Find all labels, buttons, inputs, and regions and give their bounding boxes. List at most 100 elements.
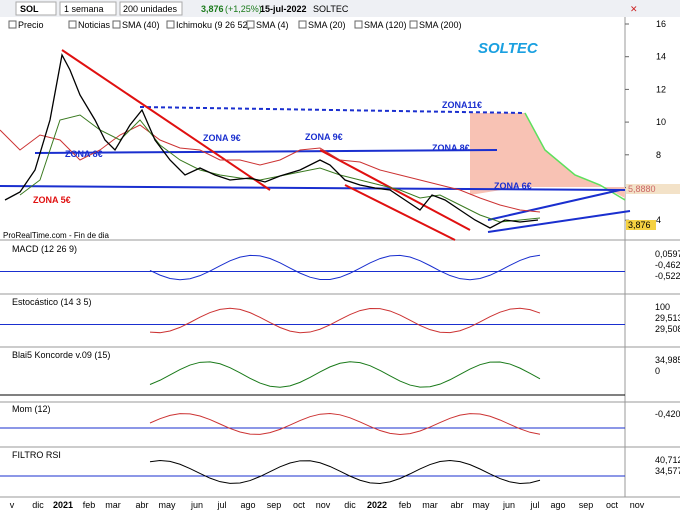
- price: 3,876: [201, 4, 224, 14]
- toggle-label[interactable]: SMA (200): [419, 20, 462, 30]
- panel-label: FILTRO RSI: [12, 450, 61, 460]
- x-tick-label: abr: [135, 500, 148, 510]
- close-icon[interactable]: ✕: [630, 4, 638, 14]
- annotations: ZONA 5€ ZONA 8€ ZONA 9€ ZONA 9€ ZONA 8€ ZONA1…: [33, 100, 532, 205]
- toggle-checkbox[interactable]: [68, 20, 77, 29]
- price-line: [4, 53, 539, 229]
- period-box[interactable]: [59, 1, 117, 16]
- x-tick-label: 2021: [53, 500, 73, 510]
- x-tick-label: sep: [267, 500, 282, 510]
- toggle-checkbox[interactable]: [354, 20, 363, 29]
- symbol[interactable]: SOL: [20, 4, 39, 14]
- instrument-name: SOLTEC: [313, 4, 349, 14]
- x-tick-label: may: [158, 500, 176, 510]
- toggle-checkbox[interactable]: [166, 20, 175, 29]
- indicator-line: [149, 307, 541, 334]
- toggle-label[interactable]: Ichimoku (9 26 52): [176, 20, 251, 30]
- x-axis: v dic 2021 feb mar abr may jun jul ago sep oct nov di…: [10, 500, 645, 510]
- x-tick-label: abr: [450, 500, 463, 510]
- price-tag-label: 5,8880: [628, 184, 656, 194]
- zone-label: ZONA 5€: [33, 195, 71, 205]
- channel-line: [487, 189, 621, 221]
- x-tick-label: dic: [344, 500, 356, 510]
- panel-tag: 34,985: [655, 355, 680, 365]
- toggle-checkbox[interactable]: [8, 20, 17, 29]
- toggle-label[interactable]: SMA (4): [256, 20, 289, 30]
- chart-title: SOLTEC: [478, 40, 539, 57]
- panel-tag: 100: [655, 302, 670, 312]
- x-tick-label: jun: [502, 500, 515, 510]
- channel-line: [487, 210, 631, 233]
- units-box[interactable]: [119, 1, 183, 16]
- zone-label: ZONA11€: [442, 100, 482, 110]
- panel-tag: 0,0597: [655, 249, 680, 259]
- toggle-label[interactable]: SMA (20): [308, 20, 346, 30]
- panel-tag: 40,712: [655, 455, 680, 465]
- x-tick-label: sep: [579, 500, 594, 510]
- date: 15-jul-2022: [260, 4, 307, 14]
- toggle-checkbox[interactable]: [112, 20, 121, 29]
- x-tick-label: dic: [32, 500, 44, 510]
- zone-label: ZONA 8€: [65, 149, 103, 159]
- x-tick-label: may: [472, 500, 490, 510]
- x-tick-label: v: [10, 500, 15, 510]
- panel-tag: 29,508: [655, 324, 680, 334]
- panel-tag: -0,522: [655, 271, 680, 281]
- toggle-label[interactable]: SMA (40): [122, 20, 160, 30]
- zone-line: [34, 149, 498, 154]
- indicator-line: [149, 361, 541, 388]
- x-tick-label: jun: [190, 500, 203, 510]
- units[interactable]: 200 unidades: [123, 4, 178, 14]
- y-tick-label: 10: [656, 117, 666, 127]
- zone-label: ZONA 8€: [432, 143, 470, 153]
- panel-tag: -0,462: [655, 260, 680, 270]
- x-tick-label: mar: [422, 500, 438, 510]
- zone-line: [0, 185, 626, 191]
- x-tick-label: nov: [316, 500, 331, 510]
- change: (+1,25%): [225, 4, 262, 14]
- y-tick-label: 16: [656, 19, 666, 29]
- period[interactable]: 1 semana: [64, 4, 104, 14]
- toggle-label[interactable]: Precio: [18, 20, 44, 30]
- indicator-line: [149, 459, 541, 484]
- toggle-checkbox[interactable]: [298, 20, 307, 29]
- price-tag: [626, 220, 656, 230]
- footer: ProRealTime.com - Fin de dia: [3, 231, 110, 240]
- toggle-label[interactable]: SMA (120): [364, 20, 407, 30]
- x-tick-label: nov: [630, 500, 645, 510]
- panel-tag: -0,420: [655, 409, 680, 419]
- panel-label: Blai5 Koncorde v.09 (15): [12, 350, 110, 360]
- y-tick-label: 14: [656, 52, 666, 62]
- toggle-label[interactable]: Noticias: [78, 20, 111, 30]
- zone-label: ZONA 6€: [494, 181, 532, 191]
- x-tick-label: 2022: [367, 500, 387, 510]
- sma-line: [0, 124, 541, 213]
- x-tick-label: jul: [216, 500, 226, 510]
- toggle-checkbox[interactable]: [246, 20, 255, 29]
- y-tick-label: 8: [656, 150, 661, 160]
- y-tick-label: 12: [656, 84, 666, 94]
- indicator-line: [149, 254, 541, 281]
- panel-label: MACD (12 26 9): [12, 244, 77, 254]
- trend-line: [319, 149, 471, 231]
- toggle-checkbox[interactable]: [409, 20, 418, 29]
- trend-line: [61, 49, 271, 191]
- x-tick-label: ago: [550, 500, 565, 510]
- panel-tag: 0: [655, 366, 660, 376]
- x-tick-label: oct: [293, 500, 306, 510]
- indicator-line: [149, 413, 541, 435]
- panel-label: Mom (12): [12, 404, 51, 414]
- zone-label: ZONA 9€: [203, 133, 241, 143]
- price-tag-label: 3,876: [628, 220, 651, 230]
- symbol-box[interactable]: [15, 1, 57, 16]
- trend-line: [344, 184, 456, 241]
- zone-label: ZONA 9€: [305, 132, 343, 142]
- x-tick-label: mar: [105, 500, 121, 510]
- ichimoku-cloud: [470, 113, 625, 198]
- y-tick-label: 4: [656, 215, 661, 225]
- x-tick-label: feb: [399, 500, 412, 510]
- x-tick-label: feb: [83, 500, 96, 510]
- panel-tag: 29,513: [655, 313, 680, 323]
- indicator-panels: MACD (12 26 9) 0,0597-0,462-0,522 Estocást…: [0, 244, 680, 498]
